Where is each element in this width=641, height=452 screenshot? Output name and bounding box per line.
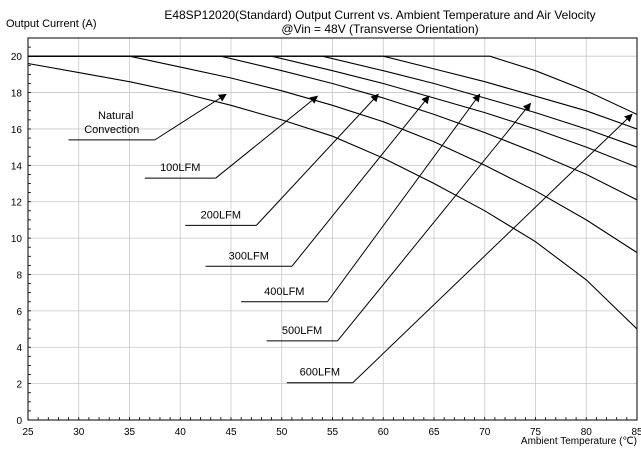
x-tick-label: 80 <box>581 427 593 438</box>
annotation-label: 200LFM <box>201 209 241 221</box>
series-line <box>28 55 638 254</box>
annotation-arrow <box>327 93 481 303</box>
x-tick-label: 25 <box>22 427 34 438</box>
y-tick-label: 16 <box>11 125 23 136</box>
y-tick-label: 10 <box>11 234 23 245</box>
annotation-arrow <box>352 113 633 384</box>
annotation-label: Natural <box>98 110 133 122</box>
annotation-arrow <box>154 93 227 141</box>
series-line <box>28 55 638 148</box>
x-tick-label: 75 <box>530 427 542 438</box>
y-tick-label: 2 <box>16 380 22 391</box>
annotation-label: 400LFM <box>264 286 304 298</box>
annotation-label: 100LFM <box>160 162 200 174</box>
y-tick-label: 6 <box>16 307 22 318</box>
annotation-arrow <box>256 93 379 226</box>
y-tick-label: 12 <box>11 198 23 209</box>
y-axis-label: Output Current (A) <box>6 18 97 30</box>
annotation-label: Convection <box>84 124 139 136</box>
series-line <box>28 55 638 115</box>
annotation-label: 500LFM <box>282 325 322 337</box>
y-tick-label: 20 <box>11 52 23 63</box>
x-tick-label: 55 <box>327 427 339 438</box>
y-tick-label: 8 <box>16 270 22 281</box>
y-tick-label: 14 <box>11 161 23 172</box>
plot-frame <box>27 37 638 421</box>
x-tick-label: 50 <box>276 427 288 438</box>
y-tick-label: 18 <box>11 89 23 100</box>
annotation-arrow <box>291 95 430 267</box>
x-tick-label: 40 <box>175 427 187 438</box>
x-tick-label: 70 <box>479 427 491 438</box>
x-axis-label: Ambient Temperature (℃) <box>520 436 637 447</box>
annotation-label: 300LFM <box>229 250 269 262</box>
y-tick-label: 0 <box>16 416 22 427</box>
series-line <box>28 55 638 201</box>
chart-title: E48SP12020(Standard) Output Current vs. … <box>164 8 596 22</box>
annotation-label: 600LFM <box>300 367 340 379</box>
series-line <box>28 55 638 168</box>
x-tick-label: 35 <box>124 427 136 438</box>
x-tick-label: 65 <box>428 427 440 438</box>
series-line <box>27 62 638 330</box>
x-tick-label: 30 <box>73 427 85 438</box>
x-tick-label: 60 <box>378 427 390 438</box>
annotation-arrow <box>215 95 319 179</box>
chart-subtitle: @Vin = 48V (Transverse Orientation) <box>281 22 479 36</box>
x-tick-label: 85 <box>631 427 641 438</box>
y-tick-label: 4 <box>16 343 22 354</box>
annotation-arrow <box>337 102 532 342</box>
x-tick-label: 45 <box>225 427 237 438</box>
